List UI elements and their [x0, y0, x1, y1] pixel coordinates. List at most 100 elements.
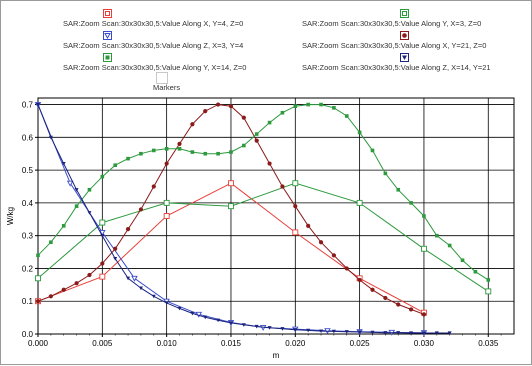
legend-marker-1: [103, 9, 112, 18]
series-5-point: [139, 151, 143, 156]
series-6-point: [280, 327, 285, 331]
legend-marker-6: [400, 53, 409, 62]
y-tick-label: 0.2: [22, 264, 34, 273]
markers-box: [156, 72, 168, 84]
series-5-point: [87, 187, 92, 192]
series-6-point: [190, 311, 195, 316]
series-6-point: [126, 276, 131, 281]
series-5-point: [473, 269, 478, 274]
series-3-point: [131, 275, 138, 282]
legend-marker-3: [103, 31, 112, 40]
series-4-point: [318, 240, 324, 245]
series-6-point: [396, 331, 401, 335]
series-3-point: [66, 180, 74, 187]
x-tick-label: 0.000: [28, 339, 49, 348]
y-axis-label: W/kg: [6, 207, 15, 225]
series-6-point: [293, 328, 298, 332]
x-tick-label: 0.020: [285, 339, 306, 348]
series-4-point: [306, 223, 311, 228]
y-tick-label: 0.5: [22, 166, 34, 175]
series-6-point: [74, 188, 79, 192]
series-5-point: [280, 110, 285, 115]
series-6-point: [357, 330, 362, 335]
series-6-point: [138, 286, 143, 291]
series-2-point: [485, 288, 492, 295]
series-1-point: [292, 229, 299, 236]
y-tick-label: 0.0: [22, 330, 34, 339]
series-4-point: [48, 294, 53, 299]
series-4-point: [241, 115, 246, 120]
series-4-point: [164, 161, 169, 166]
legend-label-1: SAR:Zoom Scan:30x30x30,5:Value Along X, …: [63, 19, 244, 28]
legend-label-4: SAR:Zoom Scan:30x30x30,5:Value Along X, …: [302, 41, 487, 50]
series-6-point: [61, 161, 66, 166]
series-6-point: [434, 331, 439, 336]
series-1-point: [99, 273, 106, 280]
series-4-point: [177, 141, 182, 146]
series-6-point: [331, 329, 336, 334]
y-tick-label: 0.4: [22, 199, 34, 208]
series-6-point: [319, 329, 324, 334]
series-5-point: [203, 151, 208, 156]
legend-marker-4: [400, 31, 409, 40]
series-5-point: [126, 156, 130, 161]
series-5-point: [254, 132, 259, 136]
series-4-point: [113, 246, 118, 251]
series-6-point: [383, 331, 388, 335]
series-6-point: [203, 315, 208, 320]
x-tick-label: 0.025: [350, 339, 371, 348]
series-6-point: [87, 211, 92, 215]
series-6-point: [228, 321, 233, 325]
legend-label-3: SAR:Zoom Scan:30x30x30,5:Value Along Z, …: [63, 41, 244, 50]
series-5-point: [357, 130, 362, 135]
series-4-point: [190, 122, 195, 127]
series-6-point: [267, 326, 272, 330]
series-5-point: [319, 102, 323, 107]
legend-marker-2: [400, 9, 409, 18]
series-5-point: [409, 201, 413, 205]
series-line-2: [37, 182, 489, 292]
series-4-point: [267, 161, 272, 166]
legend-marker-5: [103, 53, 112, 62]
series-5-point: [242, 143, 246, 148]
x-tick-label: 0.010: [157, 339, 178, 348]
series-5-point: [486, 278, 491, 282]
series-2-point: [228, 203, 234, 210]
y-tick-label: 0.3: [22, 232, 34, 241]
series-4-point: [357, 277, 362, 283]
series-5-point: [229, 150, 233, 154]
series-5-point: [422, 214, 426, 218]
series-6-point: [216, 318, 221, 323]
series-6-point: [344, 330, 349, 334]
series-6-point: [36, 102, 40, 107]
series-5-point: [100, 174, 105, 179]
series-5-point: [332, 106, 336, 110]
series-6-point: [370, 330, 375, 335]
series-6-point: [164, 301, 169, 305]
series-5-point: [164, 147, 169, 151]
series-4-point: [280, 184, 285, 189]
series-6-point: [447, 331, 452, 336]
series-4-point: [100, 261, 105, 266]
series-2-point: [163, 199, 170, 206]
x-tick-label: 0.015: [221, 339, 242, 348]
series-4-point: [35, 299, 41, 304]
markers-label: Markers: [153, 83, 181, 92]
series-4-point: [125, 227, 131, 232]
series-6-point: [421, 331, 426, 336]
series-4-point: [396, 302, 401, 307]
series-4-point: [344, 266, 349, 271]
series-5-point: [36, 253, 40, 258]
series-4-point: [61, 287, 66, 292]
series-5-point: [435, 233, 439, 238]
series-4-point: [74, 281, 79, 286]
series-6-point: [241, 323, 246, 327]
x-axis-label: m: [273, 351, 280, 360]
series-4-point: [228, 104, 234, 109]
series-4-point: [138, 207, 144, 212]
series-2-point: [292, 180, 299, 187]
y-tick-label: 0.6: [22, 133, 34, 142]
series-4-point: [331, 253, 336, 258]
series-1-point: [163, 213, 170, 219]
